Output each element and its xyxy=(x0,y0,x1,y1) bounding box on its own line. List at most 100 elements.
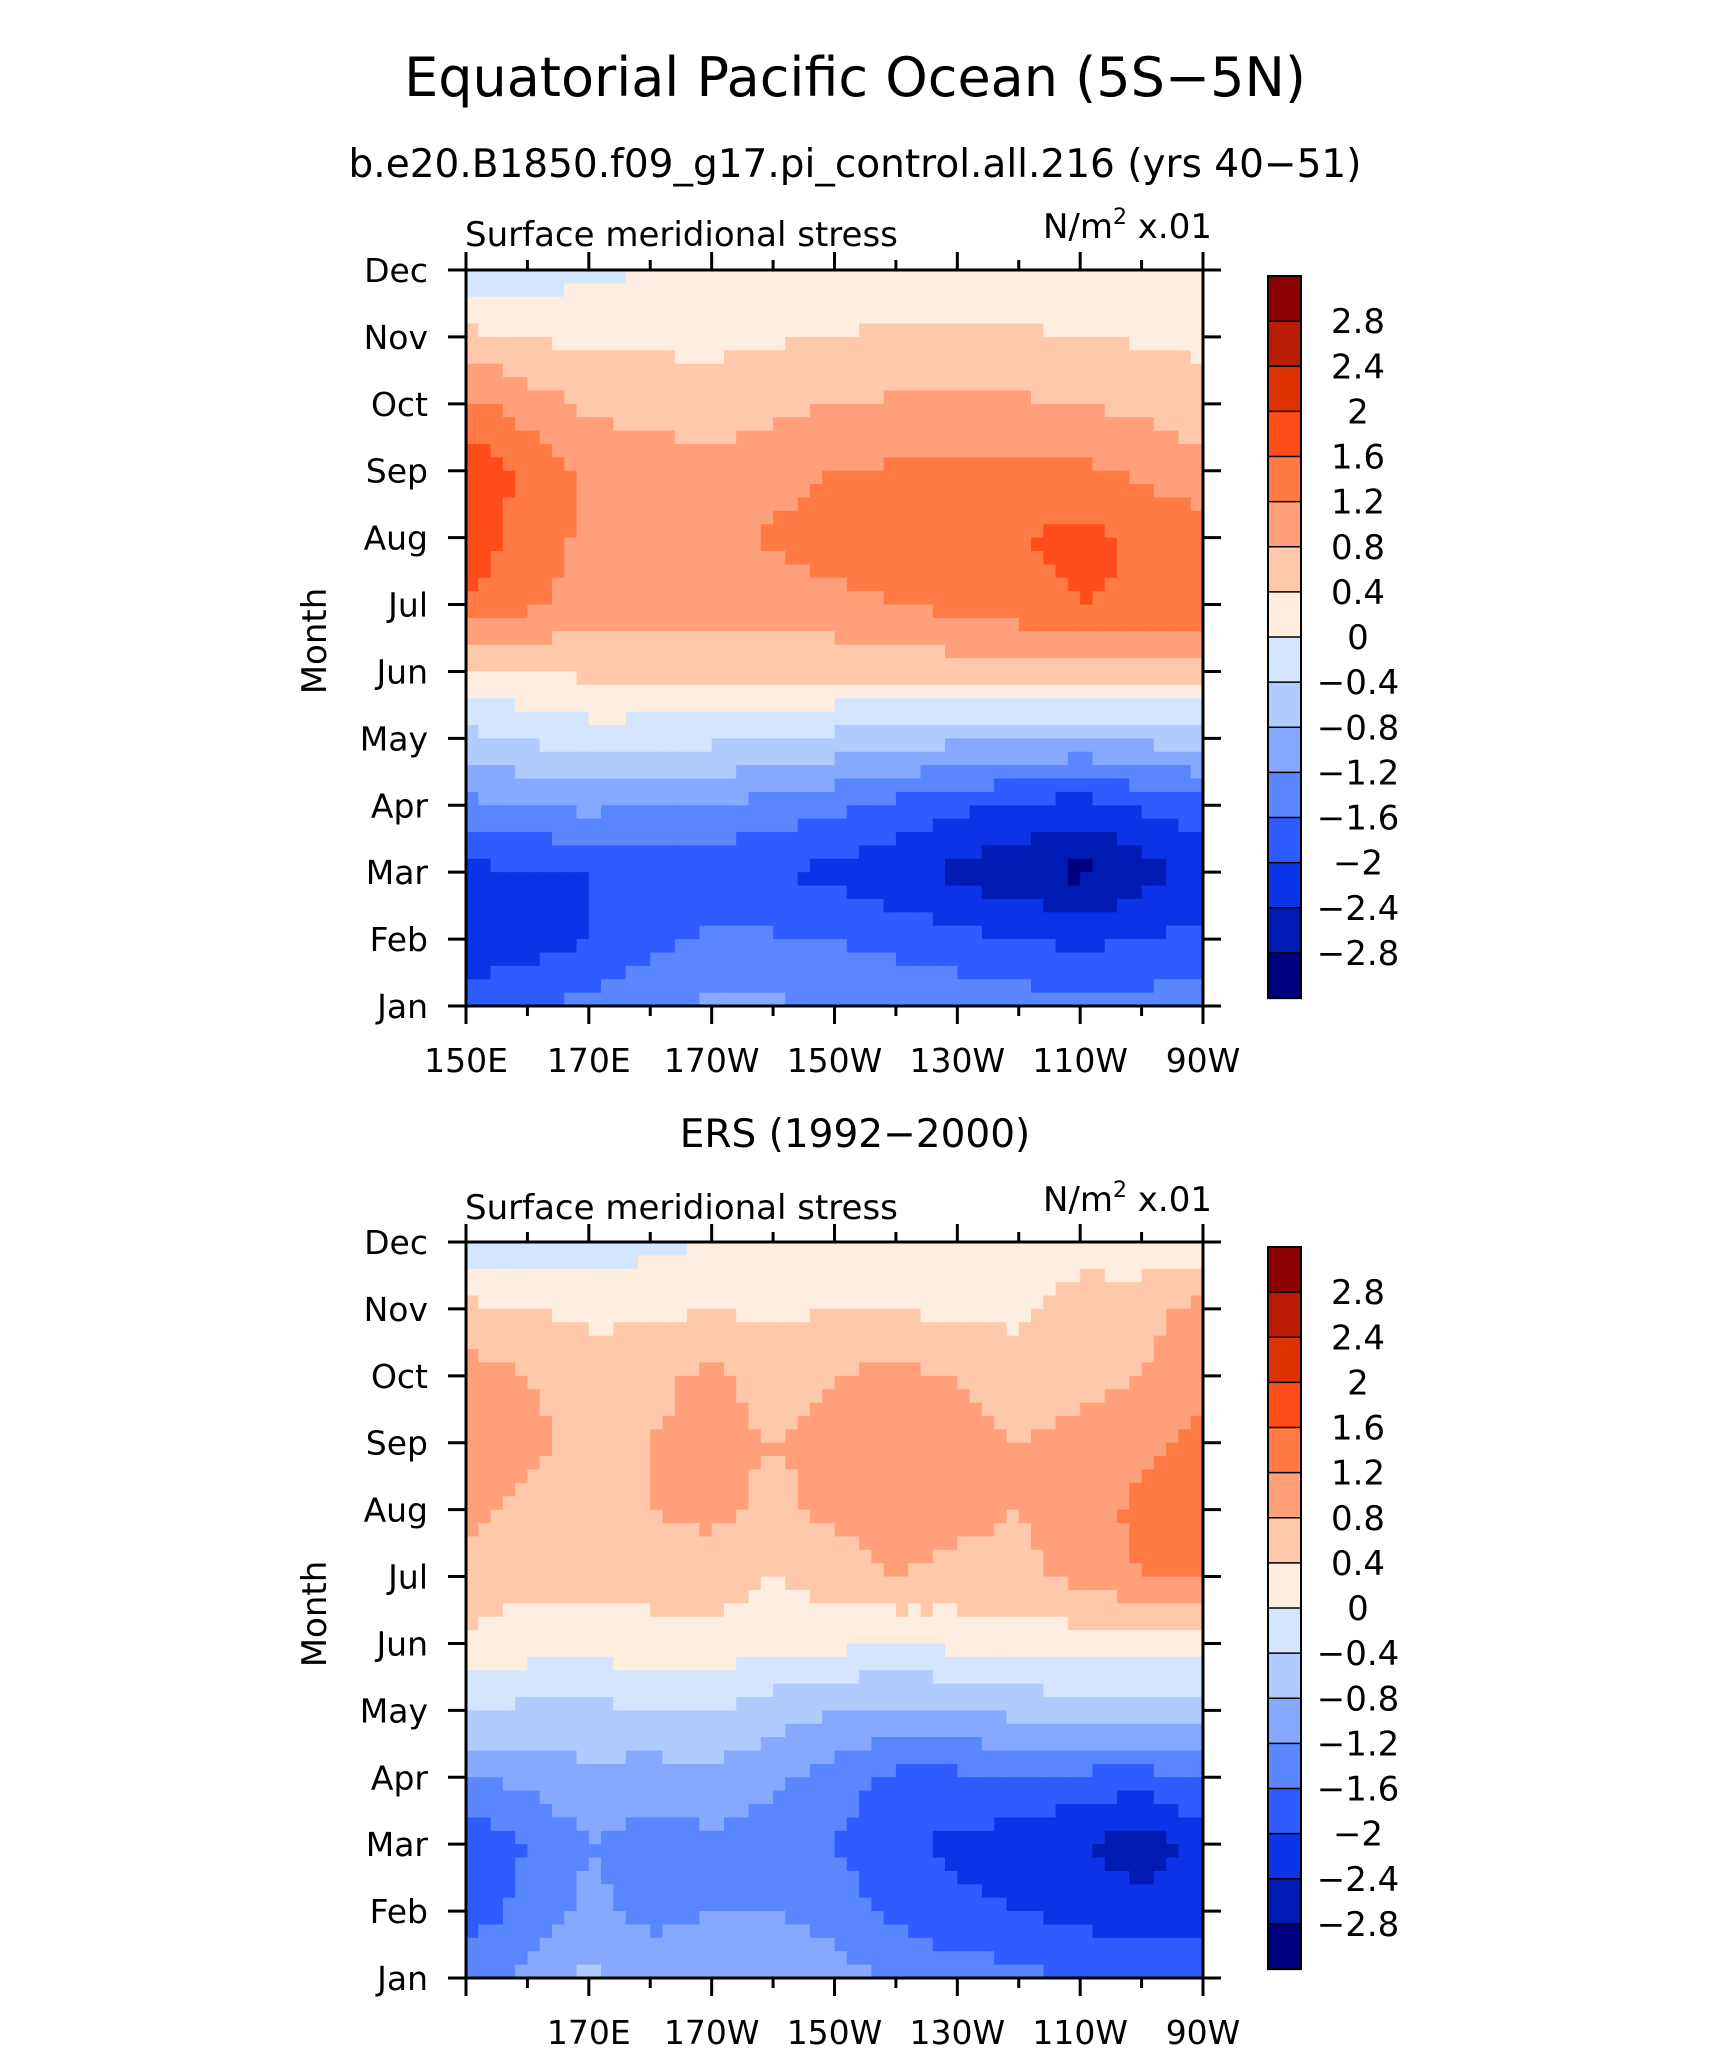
x-tick-label: 170E xyxy=(547,1041,631,1080)
contour-cell xyxy=(515,551,529,565)
contour-cell xyxy=(1043,965,1057,980)
contour-cell xyxy=(760,1563,774,1578)
contour-cell xyxy=(994,1509,1008,1524)
contour-cell xyxy=(1031,537,1044,552)
contour-cell xyxy=(539,791,553,806)
contour-cell xyxy=(650,1549,664,1564)
contour-cell xyxy=(883,658,897,673)
contour-cell xyxy=(994,403,1008,418)
contour-cell xyxy=(625,698,639,713)
contour-cell xyxy=(699,631,713,646)
contour-cell xyxy=(760,1523,774,1537)
contour-cell xyxy=(478,283,492,298)
contour-cell xyxy=(515,1456,529,1471)
contour-cell xyxy=(1153,858,1167,873)
contour-cell xyxy=(1141,417,1155,432)
contour-cell xyxy=(502,1469,516,1484)
contour-cell xyxy=(625,898,639,913)
contour-cell xyxy=(687,1242,700,1256)
contour-cell xyxy=(650,1402,664,1417)
contour-cell xyxy=(809,711,823,726)
contour-cell xyxy=(601,1589,614,1604)
contour-cell xyxy=(1153,417,1167,432)
contour-cell xyxy=(945,1295,958,1310)
contour-cell xyxy=(1178,617,1192,632)
contour-cell xyxy=(502,1268,516,1283)
contour-cell xyxy=(748,724,762,739)
contour-cell xyxy=(809,778,823,793)
contour-cell xyxy=(994,350,1008,365)
contour-cell xyxy=(883,1389,897,1404)
contour-cell xyxy=(1190,925,1204,940)
contour-cell xyxy=(1067,577,1081,592)
contour-cell xyxy=(1117,1349,1130,1364)
contour-cell xyxy=(945,832,958,847)
contour-cell xyxy=(674,430,688,445)
contour-cell xyxy=(760,417,774,432)
contour-cell xyxy=(613,711,627,726)
contour-cell xyxy=(1043,939,1057,954)
contour-cell xyxy=(662,1549,676,1564)
contour-cell xyxy=(895,283,909,298)
contour-cell xyxy=(1043,1442,1057,1457)
contour-cell xyxy=(478,1563,492,1578)
contour-cell xyxy=(969,818,983,833)
contour-cell xyxy=(981,1402,995,1417)
contour-cell xyxy=(1104,510,1118,525)
contour-cell xyxy=(576,430,590,445)
contour-cell xyxy=(957,631,971,646)
contour-cell xyxy=(809,1295,823,1310)
contour-cell xyxy=(1080,363,1094,378)
contour-cell xyxy=(1043,1282,1057,1297)
contour-cell xyxy=(920,1375,934,1390)
contour-cell xyxy=(1141,1362,1155,1377)
contour-cell xyxy=(1006,698,1020,713)
contour-cell xyxy=(613,952,627,967)
contour-cell xyxy=(539,1536,553,1551)
contour-cell xyxy=(809,1456,823,1471)
contour-cell xyxy=(539,1496,553,1511)
contour-cell xyxy=(920,510,934,525)
contour-cell xyxy=(748,658,762,673)
contour-cell xyxy=(723,912,737,927)
contour-cell xyxy=(785,1523,799,1537)
contour-cell xyxy=(1117,684,1130,699)
contour-cell xyxy=(1043,524,1057,539)
contour-cell xyxy=(662,1268,676,1283)
contour-cell xyxy=(1129,1469,1143,1484)
contour-cell xyxy=(625,430,639,445)
contour-cell xyxy=(773,818,786,833)
contour-cell xyxy=(674,671,688,686)
contour-cell xyxy=(466,1482,479,1497)
contour-cell xyxy=(1153,1482,1167,1497)
contour-cell xyxy=(834,765,848,780)
contour-cell xyxy=(1141,1496,1155,1511)
contour-cell xyxy=(945,1482,958,1497)
contour-cell xyxy=(1055,765,1069,780)
contour-cell xyxy=(1117,457,1130,472)
contour-cell xyxy=(502,430,516,445)
contour-cell xyxy=(945,1349,958,1364)
contour-cell xyxy=(1129,591,1143,606)
contour-cell xyxy=(564,1242,578,1256)
contour-cell xyxy=(822,1282,836,1297)
contour-cell xyxy=(711,1523,725,1537)
contour-cell xyxy=(1117,872,1130,887)
contour-cell xyxy=(1104,1362,1118,1377)
contour-cell xyxy=(895,912,909,927)
contour-cell xyxy=(822,778,836,793)
contour-cell xyxy=(1178,1282,1192,1297)
contour-cell xyxy=(1117,1242,1130,1256)
contour-cell xyxy=(1031,270,1044,284)
contour-cell xyxy=(859,832,872,847)
contour-cell xyxy=(1153,497,1167,512)
contour-cell xyxy=(576,1523,590,1537)
contour-cell xyxy=(1117,1563,1130,1578)
contour-cell xyxy=(920,751,934,766)
contour-cell xyxy=(773,1469,786,1484)
contour-cell xyxy=(736,925,750,940)
contour-cell xyxy=(895,403,909,418)
contour-cell xyxy=(1178,872,1192,887)
contour-cell xyxy=(527,417,541,432)
contour-cell xyxy=(1080,470,1094,485)
